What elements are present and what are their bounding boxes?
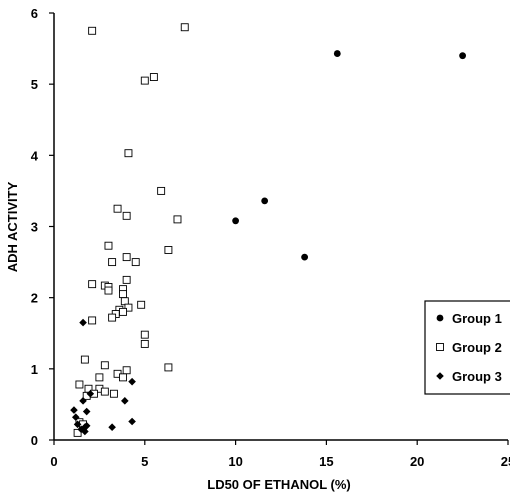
y-tick-label: 3 <box>31 220 38 235</box>
legend-marker <box>436 343 444 351</box>
series-group-3 <box>70 318 136 436</box>
x-tick-label: 0 <box>50 454 57 469</box>
x-tick-label: 5 <box>141 454 148 469</box>
data-point <box>122 253 131 262</box>
data-point <box>109 389 118 398</box>
x-tick-label: 25 <box>501 454 510 469</box>
data-point <box>88 26 97 35</box>
data-point <box>86 389 95 398</box>
y-tick-label: 1 <box>31 362 38 377</box>
x-tick-label: 10 <box>228 454 242 469</box>
data-point <box>79 318 87 327</box>
data-point <box>108 258 117 267</box>
data-point <box>180 23 189 32</box>
data-point <box>128 417 136 426</box>
data-point <box>459 52 466 60</box>
y-axis: 0 1 2 3 4 5 6 <box>31 6 55 448</box>
data-point <box>232 217 240 225</box>
series-group-1 <box>232 50 466 261</box>
data-point <box>88 316 97 325</box>
data-point <box>120 297 129 306</box>
data-point <box>157 186 166 195</box>
y-axis-title: ADH ACTIVITY <box>5 181 20 272</box>
data-point <box>261 197 269 205</box>
y-tick-label: 0 <box>31 433 38 448</box>
data-point <box>122 211 131 220</box>
data-point <box>108 423 116 431</box>
data-point <box>82 407 91 416</box>
data-point <box>80 355 89 364</box>
data-point <box>104 286 113 295</box>
data-point <box>149 73 158 82</box>
data-point <box>79 397 87 405</box>
plot-area <box>70 23 466 437</box>
data-point <box>137 300 146 309</box>
legend-label: Group 2 <box>452 340 502 355</box>
data-point <box>73 420 82 429</box>
y-tick-label: 5 <box>31 77 38 92</box>
data-point <box>140 339 149 348</box>
data-point <box>95 373 104 382</box>
data-point <box>128 377 136 386</box>
data-point <box>119 307 127 316</box>
y-tick-label: 2 <box>31 291 38 306</box>
data-point <box>301 253 309 261</box>
data-point <box>124 149 133 158</box>
x-axis-title: LD50 OF ETHANOL (%) <box>207 477 351 492</box>
y-tick-label: 4 <box>31 148 39 163</box>
data-point <box>108 313 117 322</box>
data-point <box>122 275 131 284</box>
data-point <box>333 50 341 57</box>
x-tick-label: 20 <box>410 454 424 469</box>
legend: Group 1 Group 2 Group 3 <box>424 300 510 395</box>
data-point <box>140 330 149 339</box>
series-group-2 <box>73 23 189 437</box>
data-point <box>70 406 78 414</box>
data-point <box>113 204 122 213</box>
data-point <box>119 290 127 299</box>
data-point <box>100 387 109 396</box>
data-point <box>164 363 173 372</box>
x-tick-label: 15 <box>319 454 333 469</box>
data-point <box>122 366 131 375</box>
data-point <box>131 258 140 267</box>
data-point <box>88 280 97 289</box>
data-point <box>164 246 173 254</box>
data-point <box>124 303 133 312</box>
data-point <box>121 397 129 405</box>
data-point <box>104 241 113 250</box>
y-tick-label: 6 <box>31 6 38 21</box>
legend-marker <box>436 372 444 380</box>
data-point <box>71 413 80 422</box>
data-point <box>173 215 182 224</box>
data-point <box>100 361 109 370</box>
x-axis: 0 5 10 15 20 25 <box>50 439 510 469</box>
legend-label: Group 3 <box>452 369 502 384</box>
data-point <box>75 380 84 389</box>
data-point <box>81 427 89 436</box>
legend-marker <box>436 314 444 322</box>
legend-label: Group 1 <box>452 311 502 326</box>
data-point <box>119 373 127 382</box>
data-point <box>140 76 149 85</box>
